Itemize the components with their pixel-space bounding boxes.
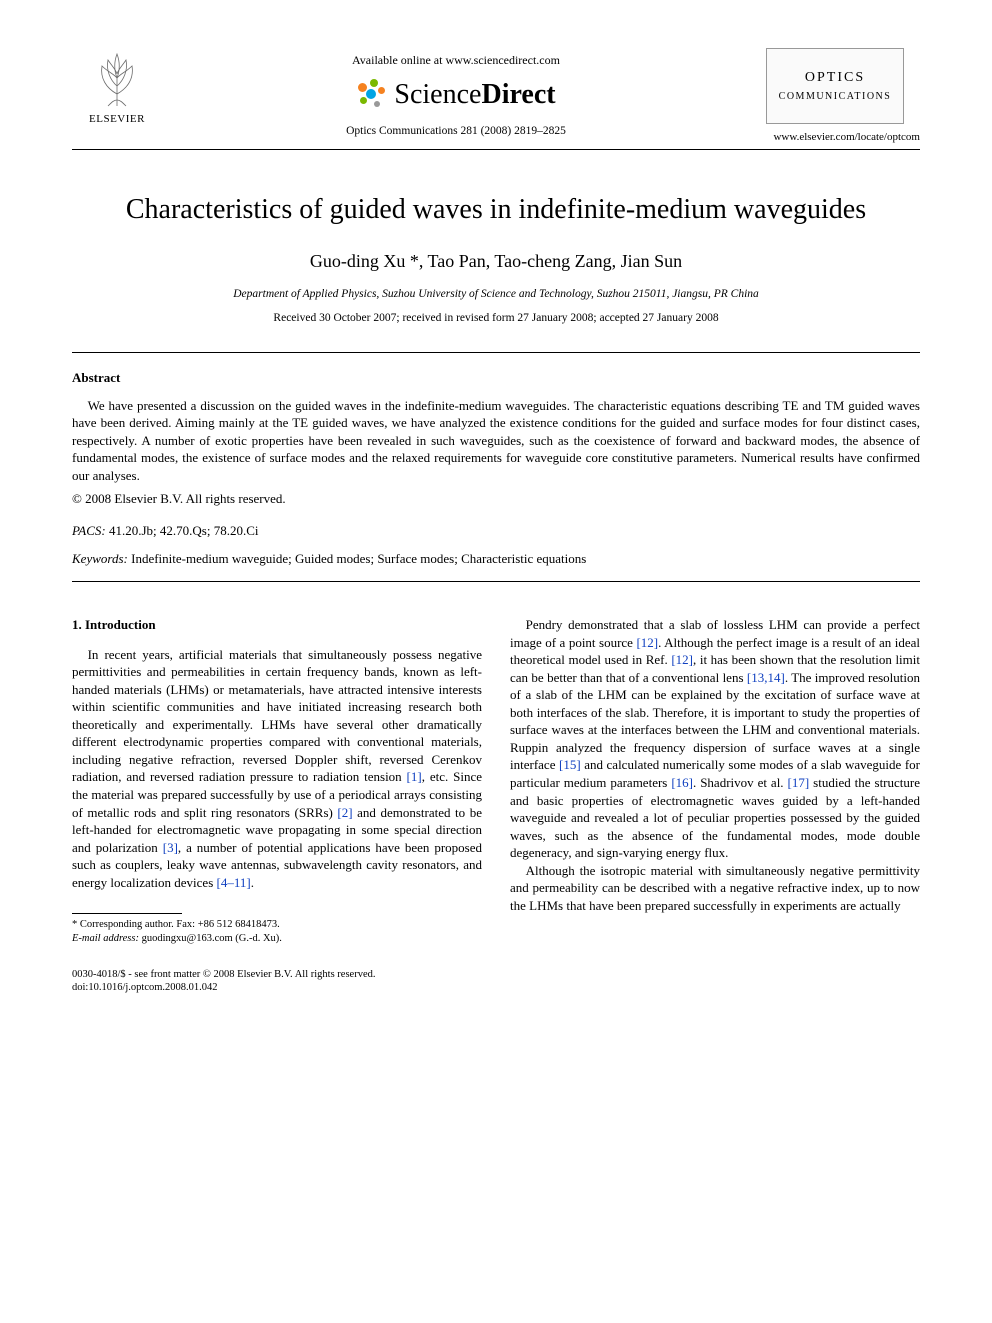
abstract-top-rule bbox=[72, 352, 920, 353]
ref-1[interactable]: [1] bbox=[407, 769, 422, 784]
sd-word-light: Science bbox=[394, 79, 481, 110]
keywords-value: Indefinite-medium waveguide; Guided mode… bbox=[128, 551, 586, 566]
t2f: . Shadrivov et al. bbox=[693, 775, 788, 790]
ref-12a[interactable]: [12] bbox=[636, 635, 658, 650]
abstract-copyright: © 2008 Elsevier B.V. All rights reserved… bbox=[72, 490, 920, 508]
ref-2[interactable]: [2] bbox=[337, 805, 352, 820]
intro-para-1: In recent years, artificial materials th… bbox=[72, 646, 482, 892]
ref-12b[interactable]: [12] bbox=[671, 652, 693, 667]
pacs-label: PACS: bbox=[72, 523, 106, 538]
intro-para-2: Pendry demonstrated that a slab of lossl… bbox=[510, 616, 920, 862]
journal-block: OPTICS COMMUNICATIONS www.elsevier.com/l… bbox=[750, 48, 920, 145]
article-authors: Guo-ding Xu *, Tao Pan, Tao-cheng Zang, … bbox=[72, 249, 920, 273]
ref-15[interactable]: [15] bbox=[559, 757, 581, 772]
email-label: E-mail address: bbox=[72, 933, 139, 944]
ref-17[interactable]: [17] bbox=[788, 775, 810, 790]
sciencedirect-wordmark: ScienceDirect bbox=[394, 76, 555, 114]
ref-16[interactable]: [16] bbox=[671, 775, 693, 790]
t1e: . bbox=[251, 875, 254, 890]
corr-email-line: E-mail address: guodingxu@163.com (G.-d.… bbox=[72, 932, 482, 946]
journal-cover: OPTICS COMMUNICATIONS bbox=[766, 48, 904, 124]
citation-line: Optics Communications 281 (2008) 2819–28… bbox=[162, 124, 750, 140]
sd-word-bold: Direct bbox=[481, 79, 555, 110]
pacs-line: PACS: 41.20.Jb; 42.70.Qs; 78.20.Ci bbox=[72, 522, 920, 540]
keywords-label: Keywords: bbox=[72, 551, 128, 566]
intro-para-3: Although the isotropic material with sim… bbox=[510, 862, 920, 915]
ref-13-14[interactable]: [13,14] bbox=[747, 670, 785, 685]
section-1-heading: 1. Introduction bbox=[72, 616, 482, 634]
available-online-text: Available online at www.sciencedirect.co… bbox=[162, 52, 750, 68]
corr-author-line: * Corresponding author. Fax: +86 512 684… bbox=[72, 918, 482, 932]
elsevier-logo-block: ELSEVIER bbox=[72, 48, 162, 127]
article-dates: Received 30 October 2007; received in re… bbox=[72, 311, 920, 327]
pacs-value: 41.20.Jb; 42.70.Qs; 78.20.Ci bbox=[106, 523, 259, 538]
journal-url: www.elsevier.com/locate/optcom bbox=[750, 130, 920, 145]
page-header: ELSEVIER Available online at www.science… bbox=[72, 48, 920, 145]
elsevier-tree-icon bbox=[86, 48, 148, 110]
email-value: guodingxu@163.com (G.-d. Xu). bbox=[139, 933, 282, 944]
t1a: In recent years, artificial materials th… bbox=[72, 647, 482, 785]
journal-name-2: COMMUNICATIONS bbox=[779, 90, 892, 104]
corresponding-author-footnote: * Corresponding author. Fax: +86 512 684… bbox=[72, 918, 482, 945]
body-columns: 1. Introduction In recent years, artific… bbox=[72, 616, 920, 945]
sciencedirect-dots-icon bbox=[356, 79, 388, 111]
header-center: Available online at www.sciencedirect.co… bbox=[162, 48, 750, 140]
elsevier-label: ELSEVIER bbox=[72, 112, 162, 127]
ref-3[interactable]: [3] bbox=[163, 840, 178, 855]
footnote-rule bbox=[72, 913, 182, 914]
article-title: Characteristics of guided waves in indef… bbox=[72, 192, 920, 227]
authors-text: Guo-ding Xu *, Tao Pan, Tao-cheng Zang, … bbox=[310, 251, 682, 271]
column-left: 1. Introduction In recent years, artific… bbox=[72, 616, 482, 945]
abstract-heading: Abstract bbox=[72, 369, 920, 387]
column-right: Pendry demonstrated that a slab of lossl… bbox=[510, 616, 920, 945]
abstract-bottom-rule bbox=[72, 581, 920, 582]
journal-name-1: OPTICS bbox=[805, 69, 865, 88]
ref-4-11[interactable]: [4–11] bbox=[217, 875, 251, 890]
sciencedirect-logo: ScienceDirect bbox=[162, 76, 750, 114]
keywords-line: Keywords: Indefinite-medium waveguide; G… bbox=[72, 550, 920, 568]
footer-doi: doi:10.1016/j.optcom.2008.01.042 bbox=[72, 981, 920, 995]
article-affiliation: Department of Applied Physics, Suzhou Un… bbox=[72, 287, 920, 303]
page-footer: 0030-4018/$ - see front matter © 2008 El… bbox=[72, 968, 920, 995]
abstract-body: We have presented a discussion on the gu… bbox=[72, 397, 920, 485]
header-rule bbox=[72, 149, 920, 150]
footer-front-matter: 0030-4018/$ - see front matter © 2008 El… bbox=[72, 968, 920, 982]
